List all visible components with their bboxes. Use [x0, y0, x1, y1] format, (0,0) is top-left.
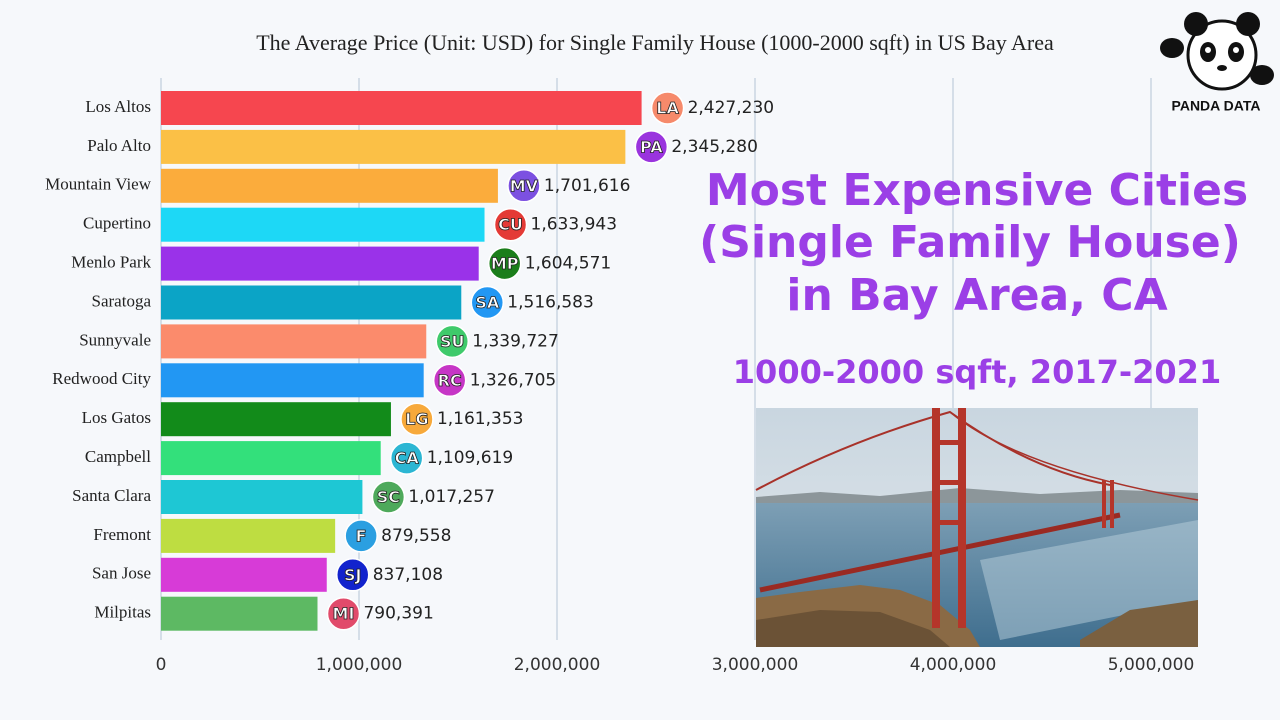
value-label: 1,339,727 [472, 331, 559, 351]
value-label: 1,161,353 [437, 409, 524, 429]
badge [507, 169, 541, 203]
bar [161, 246, 479, 281]
bar [161, 480, 363, 514]
badge [634, 130, 669, 164]
y-tick-label: San Jose [92, 564, 151, 583]
value-label: 2,345,280 [671, 137, 758, 157]
badge [326, 596, 361, 631]
badge-label: MI [333, 604, 355, 623]
badge [650, 91, 685, 125]
badge [493, 207, 528, 242]
x-tick-label: 3,000,000 [712, 655, 799, 675]
x-tick-label: 5,000,000 [1108, 655, 1195, 675]
badge-label: SJ [344, 565, 361, 584]
y-tick-label: Los Gatos [82, 408, 151, 427]
badge [435, 324, 470, 359]
bar [161, 324, 427, 359]
value-label: 1,633,943 [531, 215, 618, 235]
x-tick-label: 4,000,000 [910, 655, 997, 675]
bar [161, 518, 336, 553]
badge [470, 285, 505, 320]
badge-label: MV [510, 176, 539, 195]
badge-label: LA [656, 99, 679, 118]
badge-label: SU [440, 332, 465, 351]
y-tick-label: Mountain View [45, 175, 152, 194]
y-tick-label: Redwood City [52, 369, 151, 388]
bar [161, 363, 424, 398]
x-axis: 0 1,000,000 2,000,000 3,000,000 4,000,000 5,0… [156, 655, 1195, 675]
headline: Most Expensive Cities [706, 165, 1248, 216]
value-label: 1,516,583 [507, 293, 594, 313]
bar [161, 91, 642, 125]
x-tick-label: 0 [156, 655, 167, 675]
y-tick-label: Menlo Park [71, 253, 151, 272]
subheadline: 1000-2000 sqft, 2017-2021 [733, 353, 1221, 391]
y-tick-label: Sunnyvale [79, 330, 151, 349]
value-label: 1,701,616 [544, 176, 631, 196]
badge [344, 519, 378, 553]
badge-label: F [356, 526, 367, 545]
y-tick-label: Fremont [93, 525, 151, 544]
y-tick-label: Palo Alto [87, 136, 151, 155]
badge [389, 441, 424, 475]
y-tick-label: Santa Clara [72, 486, 151, 505]
badge-label: SA [475, 293, 500, 312]
badge-label: RC [438, 371, 462, 390]
badge [432, 363, 467, 398]
logo-text: PANDA DATA [1172, 98, 1261, 114]
bridge-photo [755, 408, 1199, 647]
y-tick-label: Los Altos [85, 97, 151, 116]
chart-title: The Average Price (Unit: USD) for Single… [256, 30, 1054, 55]
bar [161, 168, 498, 203]
value-label: 790,391 [363, 604, 433, 624]
x-tick-label: 1,000,000 [316, 655, 403, 675]
value-label: 1,017,257 [408, 487, 495, 507]
value-label: 2,427,230 [688, 98, 775, 118]
y-tick-label: Saratoga [92, 291, 152, 310]
badge-label: CA [395, 449, 420, 468]
badge [335, 558, 370, 592]
bar [161, 129, 626, 164]
badge-label: PA [640, 137, 663, 156]
badge-label: CU [498, 215, 523, 234]
value-label: 837,108 [373, 565, 443, 585]
badge-label: LG [405, 410, 428, 429]
bar [161, 402, 391, 437]
value-label: 1,109,619 [427, 448, 514, 468]
bar [161, 207, 485, 242]
bar [161, 441, 381, 476]
y-tick-label: Campbell [85, 447, 151, 466]
value-label: 1,604,571 [525, 254, 612, 274]
badge [371, 480, 406, 514]
headline: (Single Family House) [699, 217, 1241, 268]
value-label: 879,558 [381, 526, 451, 546]
bars: Los Altos LA 2,427,230 Palo Alto PA 2,345,280… [45, 91, 774, 631]
y-tick-label: Cupertino [83, 214, 151, 233]
logo: PANDA DATA [1160, 12, 1274, 114]
x-tick-label: 2,000,000 [514, 655, 601, 675]
bar [161, 285, 462, 320]
y-tick-label: Milpitas [94, 603, 151, 622]
bar [161, 557, 327, 592]
headline: in Bay Area, CA [786, 270, 1167, 321]
badge [487, 246, 522, 281]
badge-label: MP [491, 254, 519, 273]
value-label: 1,326,705 [470, 370, 557, 390]
bar [161, 596, 318, 631]
badge-label: SC [377, 488, 400, 507]
badge [400, 402, 434, 436]
